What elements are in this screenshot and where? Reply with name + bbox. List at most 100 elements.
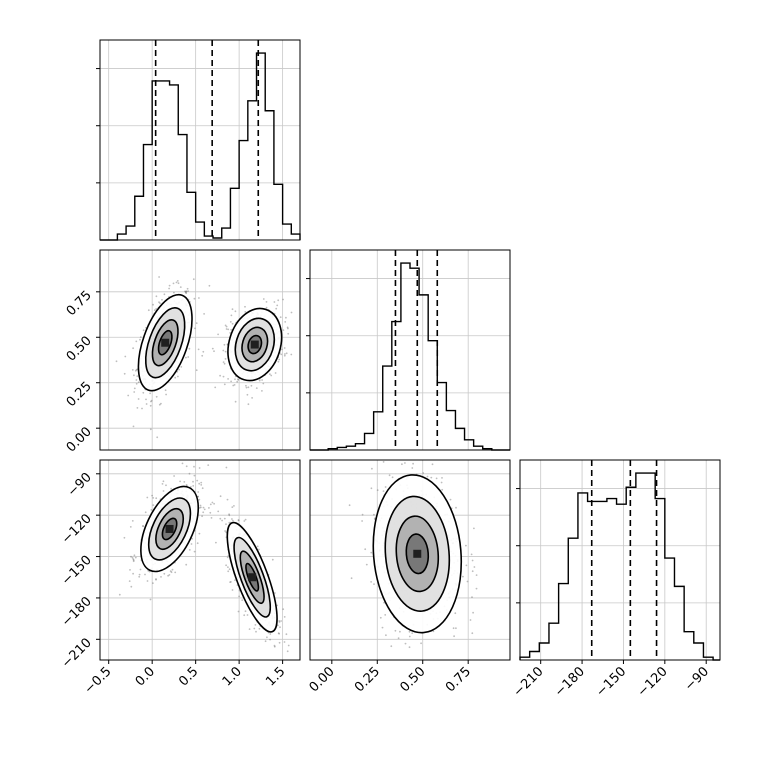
x-tick-label: 0.0: [133, 664, 158, 689]
scatter-point: [155, 497, 158, 500]
scatter-point: [138, 575, 141, 578]
scatter-point: [161, 298, 163, 301]
y-axis-p2: −210 −180 −150 −120 −90: [59, 470, 100, 671]
scatter-point: [192, 278, 195, 281]
x-tick-label: −210: [511, 664, 547, 700]
scatter-point: [133, 391, 136, 393]
scatter-point: [449, 498, 452, 501]
scatter-point: [208, 284, 211, 287]
scatter-point: [223, 362, 226, 365]
scatter-point: [137, 398, 140, 400]
scatter-point: [285, 352, 288, 355]
scatter-point: [203, 313, 206, 315]
scatter-point: [193, 550, 196, 553]
scatter-point: [370, 454, 372, 456]
scatter-point: [388, 474, 391, 477]
scatter-point: [230, 328, 233, 331]
scatter-point: [185, 563, 188, 566]
scatter-point: [231, 518, 233, 520]
scatter-point: [229, 581, 232, 583]
scatter-point: [136, 375, 139, 377]
x-axis-p1: 0.00 0.25 0.50 0.75: [307, 660, 474, 695]
scatter-point: [277, 360, 280, 363]
scatter-point: [188, 472, 191, 475]
scatter-point: [473, 566, 476, 568]
scatter-point: [133, 387, 136, 390]
scatter-point: [195, 322, 198, 324]
x-tick-label: 0.00: [307, 664, 338, 695]
scatter-point: [175, 281, 178, 284]
histogram-panel-p0: [96, 39, 301, 241]
scatter-point: [161, 483, 164, 485]
scatter-point: [234, 378, 236, 381]
scatter-point: [234, 579, 236, 582]
scatter-point: [265, 306, 268, 309]
scatter-point: [284, 353, 286, 355]
scatter-point: [274, 592, 276, 594]
scatter-point: [280, 620, 282, 622]
scatter-point: [394, 629, 397, 632]
scatter-point: [191, 537, 194, 540]
scatter-point: [264, 640, 267, 643]
scatter-point: [350, 577, 353, 580]
x-tick-label: −0.5: [82, 664, 115, 697]
scatter-point: [455, 627, 457, 630]
histogram-steps: [100, 52, 301, 241]
scatter-point: [401, 463, 403, 466]
scatter-point: [144, 573, 146, 576]
scatter-point: [420, 642, 422, 645]
scatter-point: [285, 633, 288, 636]
y-tick-label: 0.25: [64, 379, 95, 410]
scatter-point: [215, 541, 217, 544]
scatter-point: [269, 373, 271, 375]
x-tick-label: 0.75: [443, 664, 474, 695]
scatter-point: [465, 564, 468, 567]
scatter-point: [270, 374, 273, 377]
scatter-point: [370, 551, 373, 554]
scatter-point: [237, 519, 240, 522]
scatter-point: [134, 369, 137, 372]
scatter-point: [179, 286, 182, 288]
scatter-point: [266, 636, 268, 639]
scatter-point: [462, 575, 464, 578]
scatter-point: [184, 291, 187, 293]
scatter-point: [284, 321, 287, 323]
scatter-point: [230, 581, 232, 583]
scatter-point: [185, 356, 187, 359]
scatter-point: [178, 368, 181, 371]
scatter-point: [473, 527, 475, 530]
scatter-point: [193, 474, 196, 477]
scatter-point: [123, 536, 126, 539]
panel-background: [520, 460, 720, 660]
scatter-point: [202, 506, 205, 509]
scatter-point: [365, 563, 368, 566]
density-peak: [248, 573, 257, 582]
scatter-point: [214, 386, 217, 389]
scatter-point: [150, 400, 152, 403]
scatter-point: [466, 580, 469, 583]
y-tick-label: −210: [59, 636, 95, 672]
density-peak: [161, 338, 170, 347]
scatter-point: [454, 612, 457, 615]
scatter-point: [471, 596, 473, 598]
scatter-point: [277, 299, 280, 302]
scatter-point: [471, 570, 474, 573]
scatter-point: [404, 642, 407, 645]
scatter-point: [177, 282, 180, 285]
scatter-point: [149, 428, 152, 431]
scatter-point: [136, 407, 139, 409]
scatter-point: [222, 349, 225, 352]
x-tick-label: −90: [682, 664, 712, 694]
scatter-point: [131, 556, 134, 559]
scatter-point: [453, 635, 455, 638]
scatter-point: [202, 350, 205, 353]
scatter-point: [255, 387, 258, 389]
scatter-point: [244, 610, 247, 613]
scatter-point: [408, 646, 411, 649]
scatter-point: [128, 580, 131, 582]
scatter-point: [290, 353, 293, 356]
scatter-point: [168, 287, 171, 290]
histogram-steps: [519, 472, 720, 661]
scatter-point: [168, 284, 171, 287]
scatter-point: [170, 571, 173, 574]
